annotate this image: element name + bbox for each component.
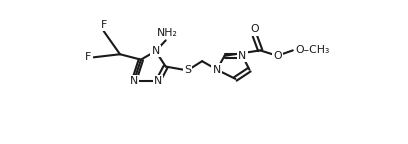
Text: O–CH₃: O–CH₃ (295, 45, 329, 55)
Text: N: N (238, 51, 246, 61)
Text: N: N (151, 46, 160, 56)
Text: NH₂: NH₂ (157, 28, 178, 38)
Text: O: O (251, 24, 259, 34)
Text: N: N (213, 65, 221, 75)
Text: F: F (85, 52, 91, 62)
Text: F: F (101, 20, 107, 30)
Text: O: O (273, 51, 282, 61)
Text: S: S (184, 65, 191, 75)
Text: N: N (130, 76, 138, 86)
Text: N: N (154, 76, 162, 86)
